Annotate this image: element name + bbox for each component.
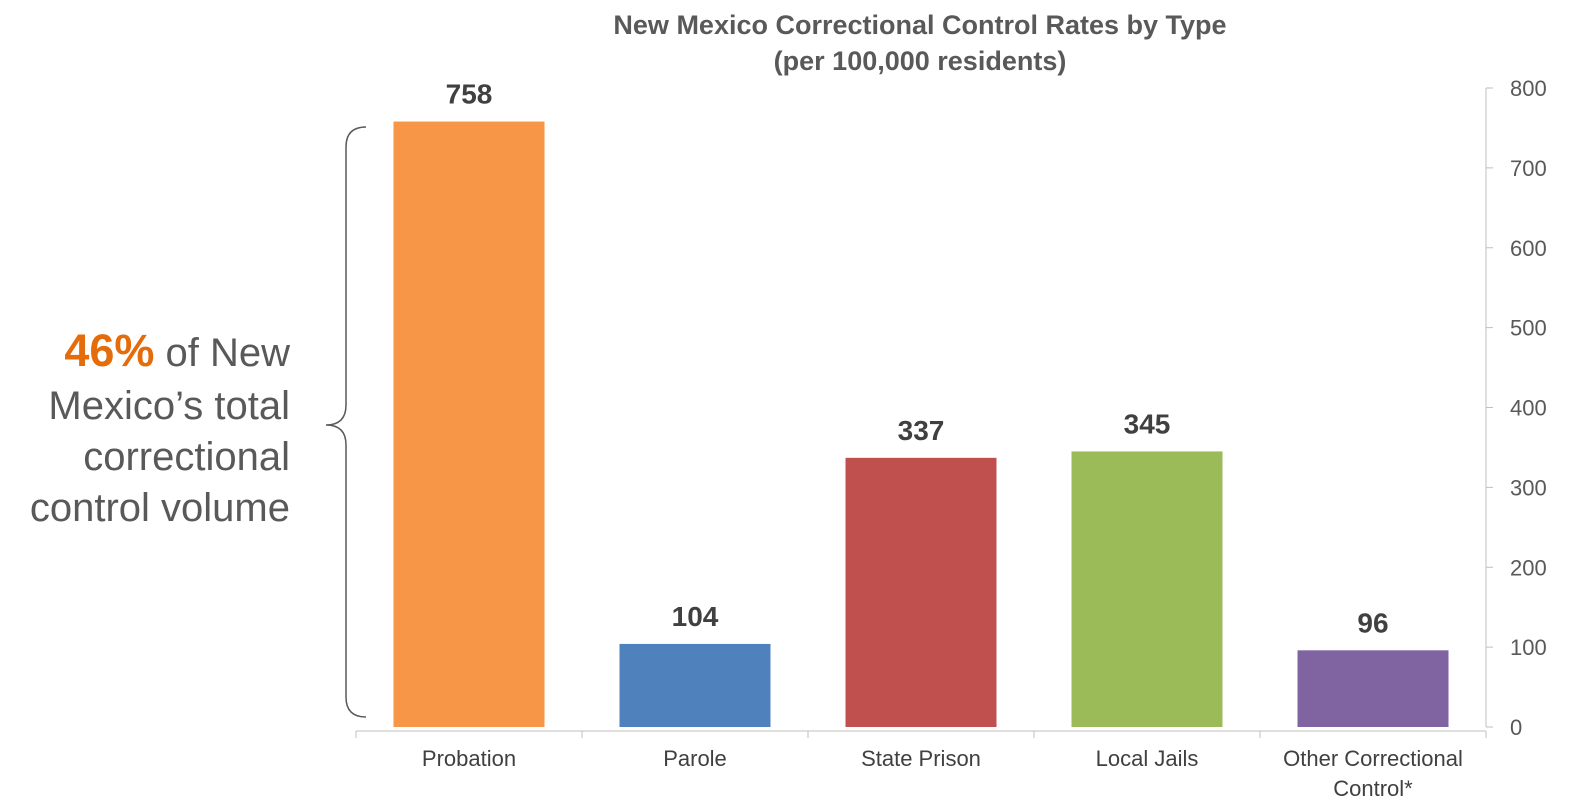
callout-percent: 46% — [64, 325, 154, 376]
chart-title: New Mexico Correctional Control Rates by… — [613, 10, 1226, 40]
data-labels-group: 758 104 337 345 96 — [446, 79, 1389, 639]
y-axis-right: 0 100 200 300 400 500 600 700 800 — [1485, 76, 1547, 740]
data-label: 337 — [898, 415, 945, 446]
y-tick-label: 600 — [1510, 236, 1547, 261]
category-label-line: Other Correctional — [1283, 746, 1463, 771]
callout-line-1-rest: of New — [154, 331, 290, 375]
callout-line-2: Mexico’s total — [48, 384, 290, 428]
y-tick-label: 800 — [1510, 76, 1547, 101]
category-label: Parole — [663, 746, 727, 771]
y-tick-label: 500 — [1510, 316, 1547, 341]
data-label: 104 — [672, 601, 719, 632]
x-axis: Probation Parole State Prison Local Jails Ot… — [355, 730, 1487, 801]
category-label: Probation — [422, 746, 516, 771]
category-label-line: Local Jails — [1096, 746, 1199, 771]
category-label: Other Correctional Control* — [1283, 746, 1463, 801]
category-label-line: Probation — [422, 746, 516, 771]
bars-group — [393, 121, 1449, 728]
data-label: 96 — [1357, 607, 1388, 638]
callout-line-4: control volume — [30, 486, 290, 530]
callout-text: 46% of New Mexico’s total correctional c… — [30, 325, 290, 530]
category-label-line: Control* — [1333, 776, 1413, 801]
y-tick-label: 100 — [1510, 635, 1547, 660]
callout-line-3: correctional — [83, 435, 290, 479]
category-label-line: Parole — [663, 746, 727, 771]
y-tick-label: 400 — [1510, 396, 1547, 421]
y-tick-label: 700 — [1510, 156, 1547, 181]
bar — [845, 457, 997, 727]
y-tick-label: 200 — [1510, 555, 1547, 580]
bar — [619, 643, 771, 727]
category-label-line: State Prison — [861, 746, 981, 771]
data-label: 345 — [1124, 408, 1171, 439]
y-tick-label: 0 — [1510, 715, 1522, 740]
bar — [1297, 650, 1449, 727]
y-tick-label: 300 — [1510, 475, 1547, 500]
curly-brace — [325, 126, 367, 718]
category-label: Local Jails — [1096, 746, 1199, 771]
bar — [393, 121, 545, 728]
data-label: 758 — [446, 79, 493, 110]
category-label: State Prison — [861, 746, 981, 771]
bar — [1071, 451, 1223, 727]
chart-subtitle: (per 100,000 residents) — [774, 46, 1067, 76]
callout-line-1: 46% of New — [64, 325, 290, 376]
